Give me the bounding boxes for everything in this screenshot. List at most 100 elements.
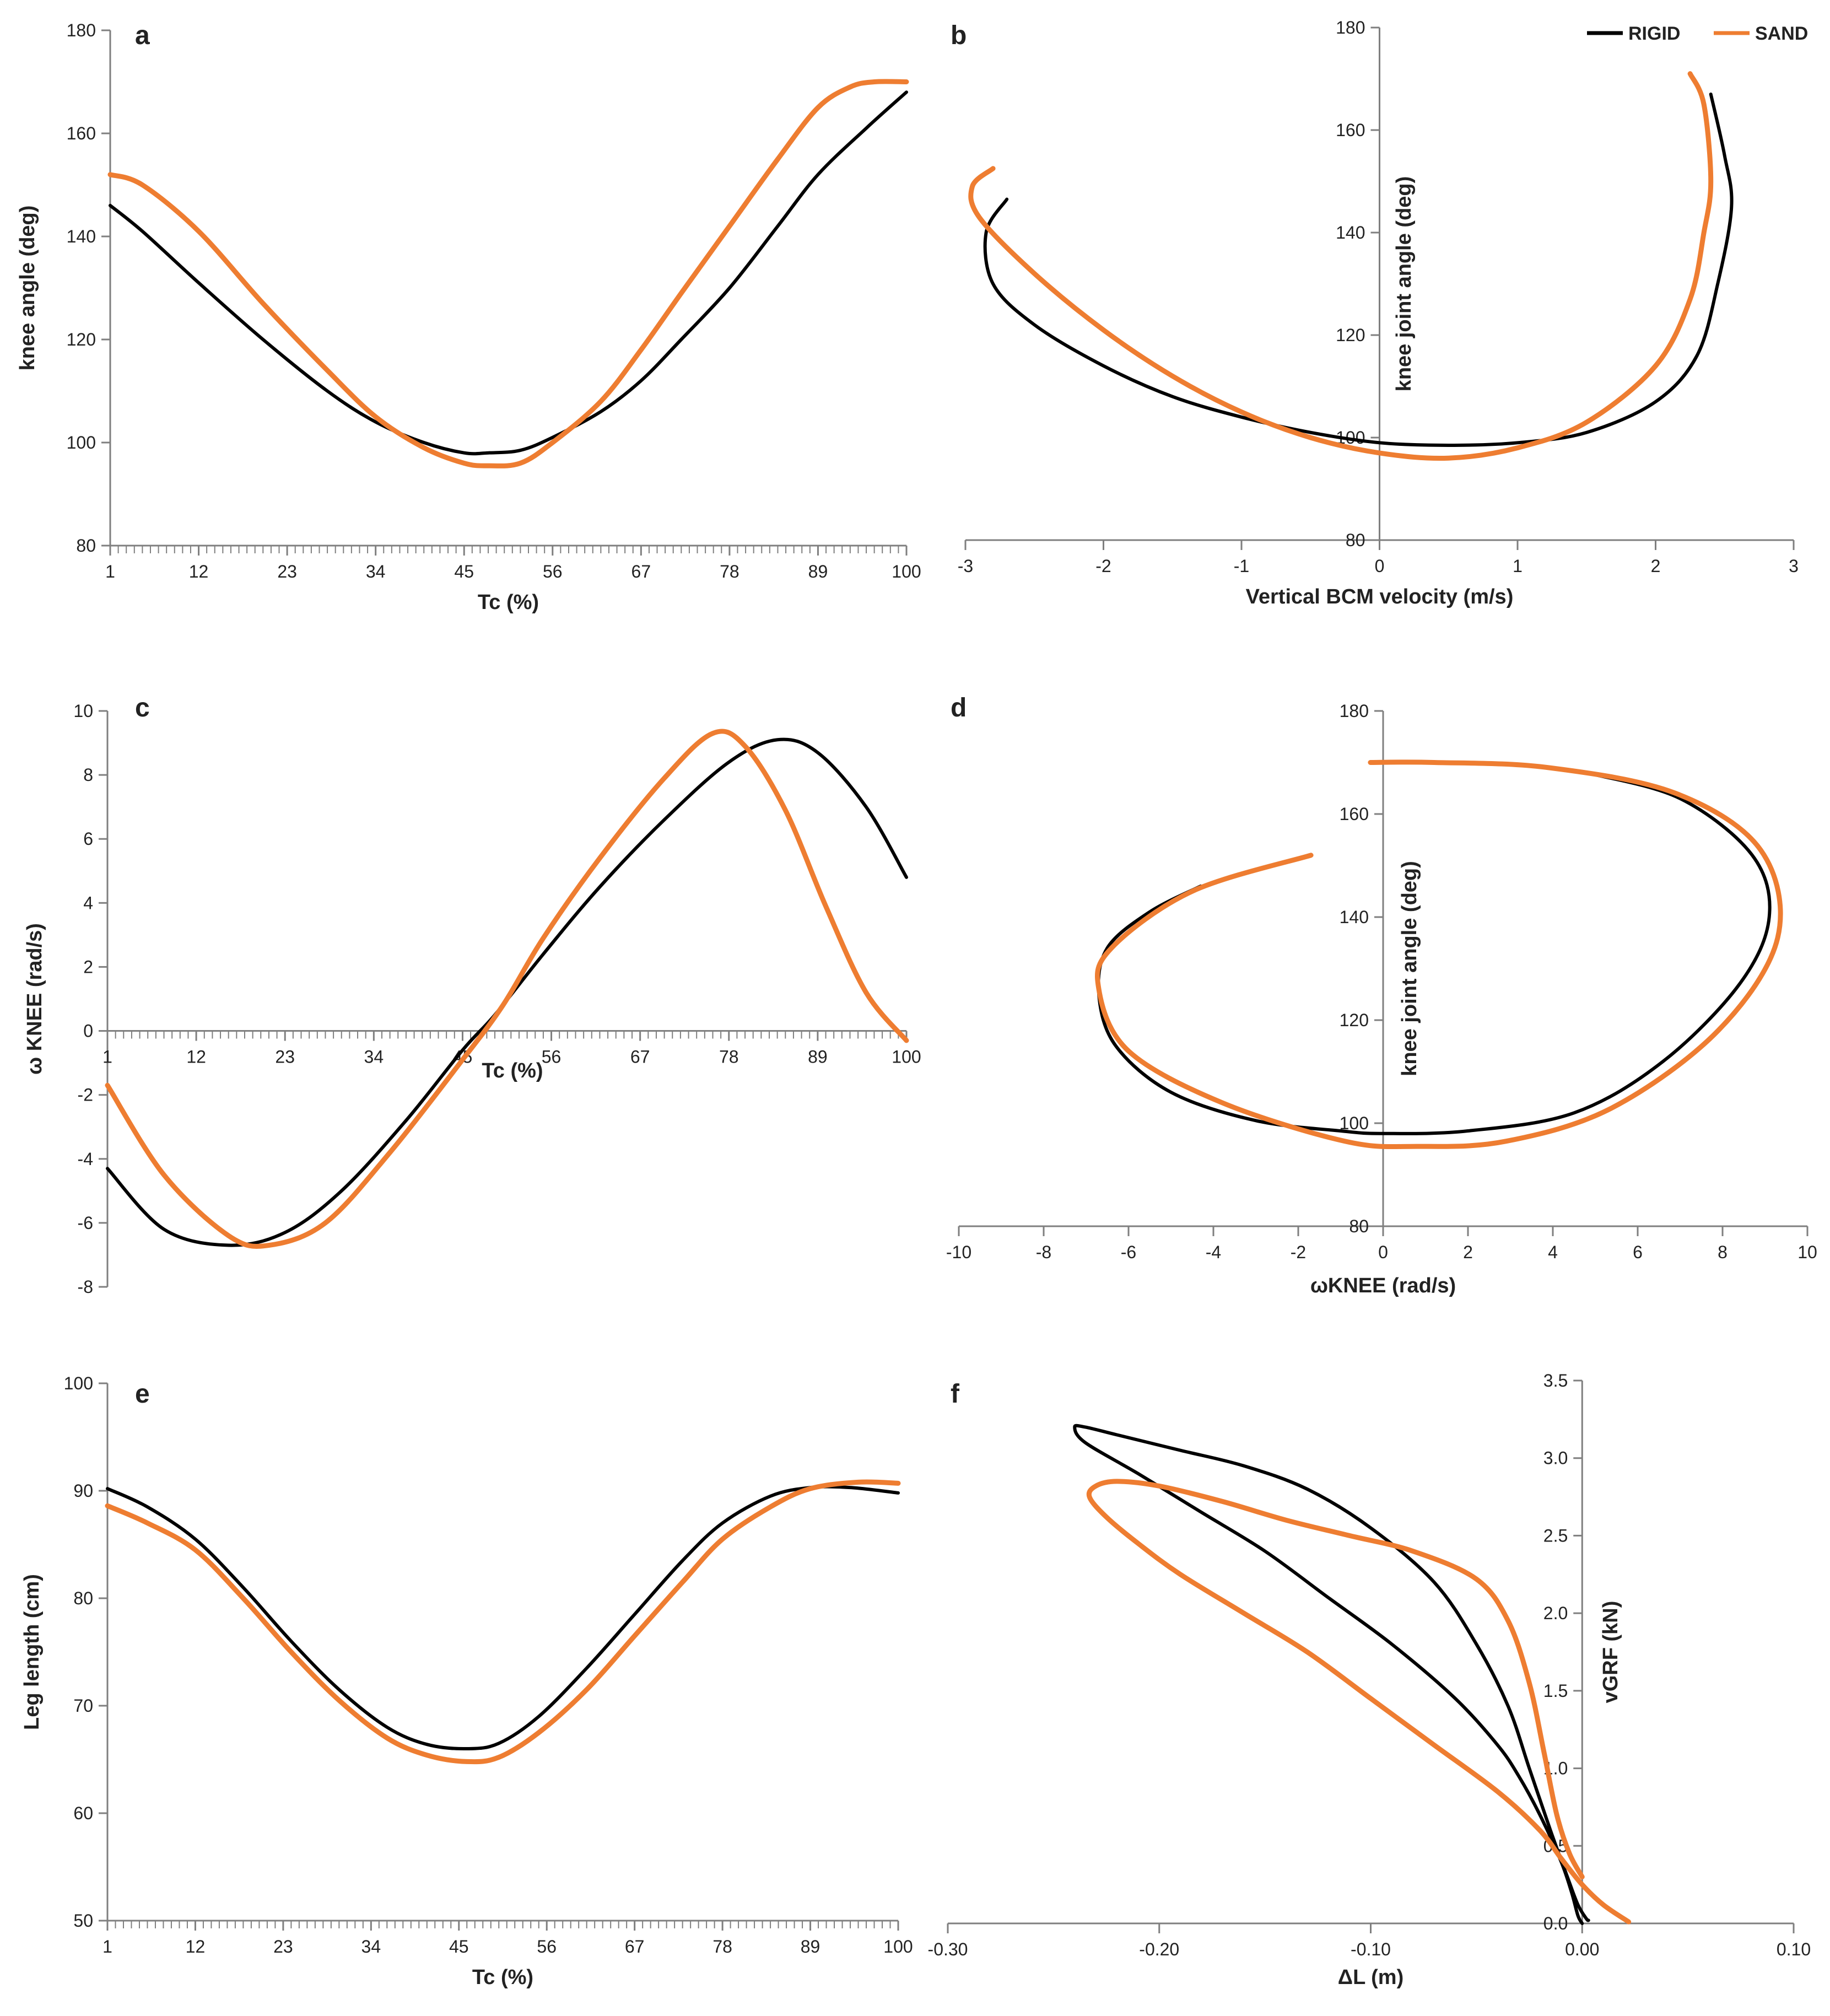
panel-letter: d <box>951 693 967 723</box>
y-tick-label: 3.0 <box>1543 1448 1568 1468</box>
series-line-sand <box>107 79 909 468</box>
y-tick-label: 0.0 <box>1543 1913 1568 1933</box>
legend-label-rigid: RIGID <box>1628 23 1680 44</box>
y-tick-label: 2.0 <box>1543 1603 1568 1623</box>
y-tick-label: 100 <box>64 1373 93 1393</box>
x-tick-label: 56 <box>543 562 563 581</box>
x-tick-label: 0.10 <box>1777 1939 1811 1959</box>
x-tick-label: -4 <box>1206 1242 1221 1262</box>
x-axis-label: Tc (%) <box>482 1059 543 1082</box>
y-tick-label: 6 <box>83 829 93 849</box>
legend: RIGID SAND <box>1587 23 1808 44</box>
y-tick-label: 1.5 <box>1543 1681 1568 1701</box>
panel-d: -10 -8 -6 -4 -2 0 2 4 6 8 1080100120140160180ωKNEE… <box>946 693 1817 1297</box>
x-tick-label: 12 <box>186 1047 206 1067</box>
x-tick-label: 10 <box>1797 1242 1817 1262</box>
y-tick-label: -8 <box>78 1277 93 1297</box>
x-tick-label: 3 <box>1789 556 1799 576</box>
y-tick-label: 80 <box>76 536 96 556</box>
x-tick-label: 1 <box>102 1047 112 1067</box>
panel-letter: b <box>951 21 967 50</box>
x-tick-label: 1 <box>105 562 115 581</box>
y-tick-label: 2 <box>83 957 93 977</box>
x-tick-label: 34 <box>361 1937 381 1956</box>
panel-letter: c <box>135 693 150 723</box>
x-tick-label: 45 <box>449 1937 469 1956</box>
y-tick-label: 80 <box>1349 1216 1369 1236</box>
x-tick-label: -0.30 <box>928 1939 968 1959</box>
x-axis-label: Tc (%) <box>478 591 539 614</box>
series-line-rigid <box>1073 1424 1590 1925</box>
x-tick-label: 100 <box>892 1047 921 1067</box>
series-line-rigid <box>106 737 908 1247</box>
series-line-rigid <box>983 92 1734 447</box>
x-tick-label: 12 <box>186 1937 206 1956</box>
y-axis-label: knee joint angle (deg) <box>1392 176 1416 392</box>
x-tick-label: 78 <box>719 1047 739 1067</box>
y-axis-label: knee joint angle (deg) <box>1398 861 1421 1076</box>
y-tick-label: 140 <box>1340 907 1369 927</box>
x-tick-label: -1 <box>1234 556 1249 576</box>
y-tick-label: -2 <box>78 1085 93 1105</box>
series-line-rigid <box>109 90 908 456</box>
y-tick-label: 160 <box>67 123 96 143</box>
y-tick-label: 180 <box>1336 18 1365 37</box>
x-tick-label: 0 <box>1378 1242 1388 1262</box>
y-tick-label: 4 <box>83 893 93 913</box>
legend-label-sand: SAND <box>1755 23 1808 44</box>
series-line-sand <box>1094 759 1783 1150</box>
x-tick-label: -10 <box>946 1242 971 1262</box>
y-axis-label: vGRF (kN) <box>1599 1601 1622 1704</box>
y-axis-label: ω KNEE (rad/s) <box>23 923 46 1075</box>
y-tick-label: 80 <box>1346 530 1365 550</box>
y-tick-label: 100 <box>67 433 96 452</box>
series-line-sand <box>1086 1479 1632 1925</box>
x-tick-label: 34 <box>366 562 386 581</box>
y-tick-label: 90 <box>73 1481 93 1501</box>
y-tick-label: 120 <box>67 330 96 349</box>
x-axis-label: Vertical BCM velocity (m/s) <box>1246 585 1514 608</box>
x-tick-label: 12 <box>189 562 209 581</box>
panel-a: 1 12 23 34 45 56 67 78 89 100 80 100 120 140 160 180 Tc … <box>16 20 921 614</box>
x-tick-label: 1 <box>102 1937 112 1956</box>
x-tick-label: 0 <box>1375 556 1385 576</box>
x-tick-label: 8 <box>1718 1242 1728 1262</box>
y-axis-label: knee angle (deg) <box>16 206 39 371</box>
x-tick-label: 23 <box>275 1047 295 1067</box>
y-axis-label: Leg length (cm) <box>20 1574 44 1730</box>
x-tick-label: 56 <box>537 1937 557 1956</box>
x-tick-label: 100 <box>892 562 921 581</box>
y-tick-label: 60 <box>73 1803 93 1823</box>
x-tick-label: 89 <box>801 1937 820 1956</box>
y-tick-label: 2.5 <box>1543 1526 1568 1545</box>
series-line-sand <box>968 71 1714 461</box>
x-tick-label: 23 <box>277 562 297 581</box>
x-tick-label: 89 <box>808 1047 828 1067</box>
x-tick-label: -2 <box>1095 556 1111 576</box>
x-tick-label: 78 <box>720 562 739 581</box>
y-tick-label: 3.5 <box>1543 1371 1568 1390</box>
x-tick-label: 100 <box>883 1937 913 1956</box>
y-tick-label: 140 <box>1336 223 1365 242</box>
panel-e: 1 12 23 34 45 56 67 78 89 100 50 60 70 80 90 100 Tc (%) L… <box>20 1373 913 1989</box>
y-tick-label: -6 <box>78 1213 93 1233</box>
x-tick-label: 23 <box>273 1937 293 1956</box>
series-line-rigid <box>1097 771 1772 1135</box>
y-tick-label: 180 <box>1340 701 1369 721</box>
series-line-rigid <box>106 1485 900 1751</box>
x-tick-label: 2 <box>1651 556 1661 576</box>
x-tick-label: 4 <box>1548 1242 1558 1262</box>
x-tick-label: 56 <box>542 1047 562 1067</box>
y-tick-label: -4 <box>78 1149 93 1169</box>
x-tick-label: 45 <box>454 562 474 581</box>
series-line-sand <box>105 729 909 1249</box>
x-axis-label: ΔL (m) <box>1338 1966 1404 1989</box>
panel-f: -0.30 -0.20 -0.10 0.00 0.100.00.51.01.52.02.… <box>928 1371 1811 1989</box>
x-tick-label: -6 <box>1121 1242 1136 1262</box>
y-tick-label: 50 <box>73 1911 93 1931</box>
x-tick-label: 2 <box>1463 1242 1473 1262</box>
y-tick-label: 160 <box>1336 120 1365 140</box>
